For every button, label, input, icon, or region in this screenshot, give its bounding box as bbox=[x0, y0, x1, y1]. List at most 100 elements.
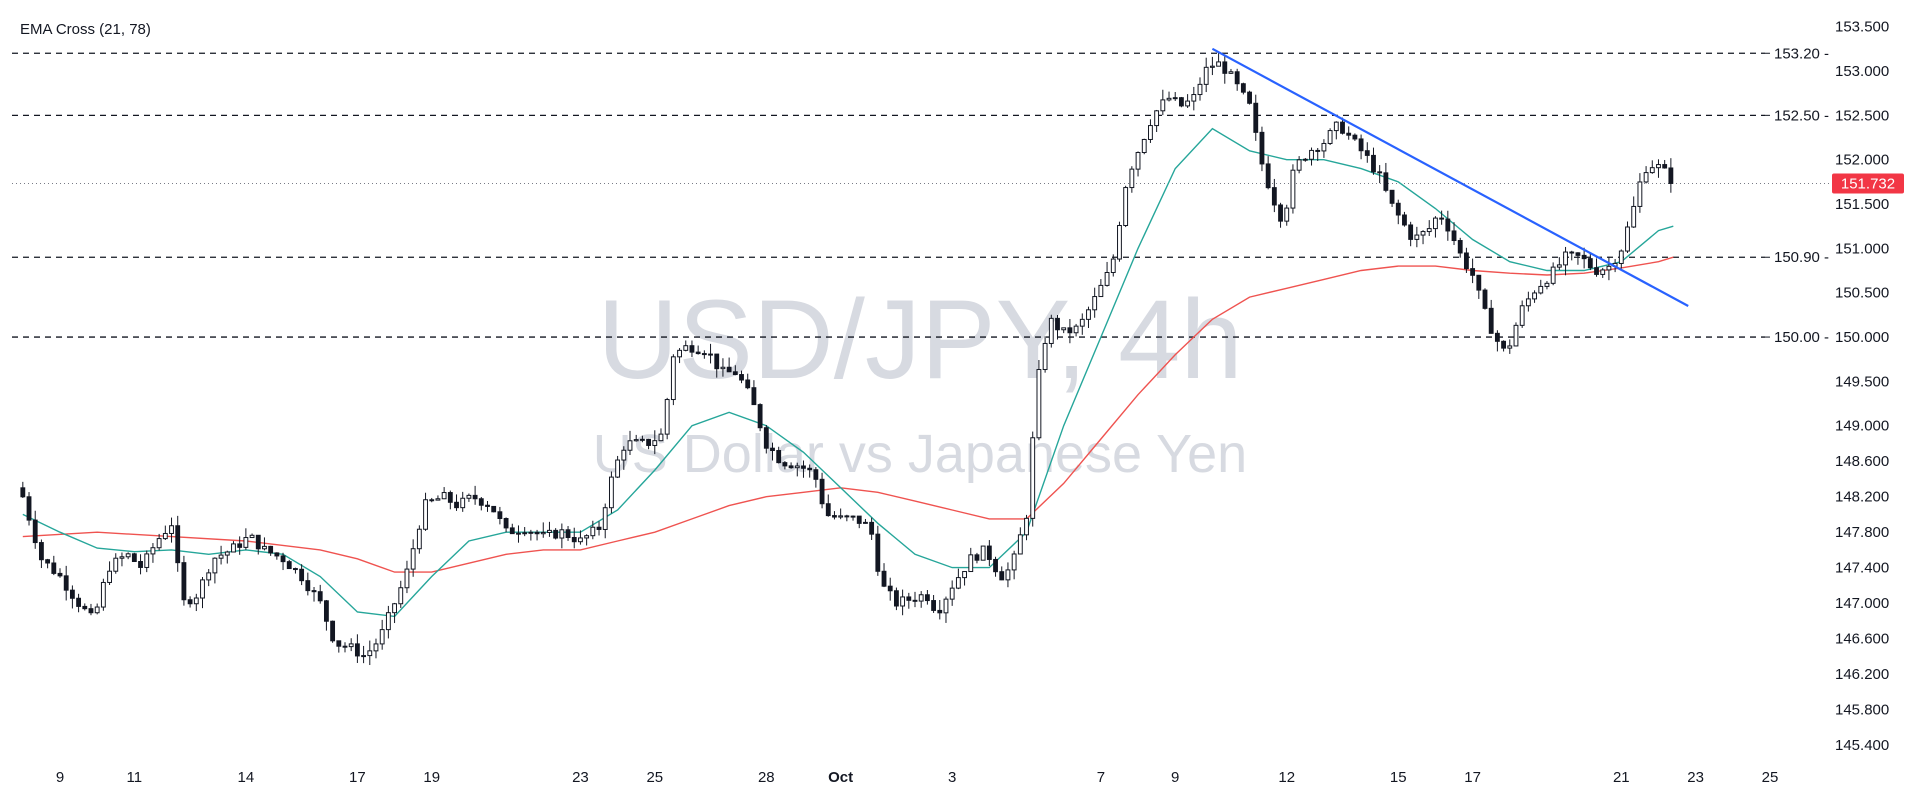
candle-body-up bbox=[373, 643, 379, 652]
candle bbox=[1433, 216, 1438, 238]
candle-body-up bbox=[1203, 66, 1209, 85]
candle bbox=[906, 592, 912, 609]
candle-body-down bbox=[739, 374, 744, 381]
candle-body-down bbox=[819, 478, 825, 505]
horizontal-levels: 153.20 - 152.50 - 150.90 - 150.00 - 151.732 bbox=[12, 45, 1904, 346]
candle-body-up bbox=[602, 507, 608, 530]
candle bbox=[1575, 252, 1581, 265]
candle-body-down bbox=[255, 534, 261, 550]
candle bbox=[435, 495, 441, 501]
candle bbox=[131, 552, 137, 563]
candle bbox=[522, 527, 528, 537]
candle bbox=[1501, 340, 1507, 352]
candle-body-down bbox=[763, 427, 769, 449]
candle bbox=[1197, 77, 1203, 101]
candle-body-up bbox=[1649, 167, 1655, 174]
candle-body-up bbox=[1073, 325, 1079, 334]
candle-body-up bbox=[1160, 99, 1166, 112]
candle bbox=[1234, 68, 1240, 91]
candle-body-up bbox=[949, 587, 955, 600]
candle-body-down bbox=[1222, 61, 1228, 74]
candle-body-up bbox=[1079, 318, 1085, 327]
time-axis[interactable]: 9 11 14 17 19 23 25 28 Oct 3 7 9 12 15 17 21 23 25 bbox=[56, 769, 1779, 786]
candle bbox=[1302, 158, 1308, 162]
candle-body-down bbox=[1457, 240, 1463, 254]
candle bbox=[1637, 173, 1643, 213]
y-tick-label: 147.800 bbox=[1835, 524, 1889, 541]
candle-body-down bbox=[32, 519, 38, 544]
candle-body-up bbox=[1110, 258, 1116, 274]
candle bbox=[788, 462, 794, 469]
candle-body-down bbox=[1581, 254, 1587, 260]
candle bbox=[1042, 336, 1048, 373]
candle-body-down bbox=[1371, 154, 1376, 173]
price-axis[interactable]: 153.500 153.000 152.500 152.000 151.500 151.0… bbox=[1835, 19, 1889, 754]
candle-body-down bbox=[732, 371, 738, 376]
candle-body-down bbox=[757, 404, 763, 429]
candle bbox=[1649, 160, 1655, 174]
candle bbox=[602, 503, 608, 539]
candle bbox=[1600, 267, 1606, 278]
candle bbox=[280, 552, 286, 571]
candle bbox=[838, 508, 844, 520]
candle-body-up bbox=[863, 521, 868, 524]
trendlines[interactable] bbox=[1211, 47, 1689, 307]
x-tick-label: Oct bbox=[828, 769, 853, 786]
candle-body-up bbox=[1563, 251, 1568, 266]
level-label: 150.90 - bbox=[1774, 249, 1829, 266]
candle bbox=[1544, 281, 1550, 290]
candle bbox=[801, 460, 806, 478]
trendline[interactable] bbox=[1211, 47, 1689, 307]
candle-body-down bbox=[45, 559, 51, 564]
candle bbox=[1073, 323, 1079, 337]
candle bbox=[76, 593, 82, 613]
candle-body-down bbox=[1476, 274, 1482, 291]
candle bbox=[1154, 109, 1160, 132]
candle-body-up bbox=[1017, 534, 1023, 555]
candle-body-down bbox=[131, 553, 137, 563]
y-tick-label: 148.600 bbox=[1835, 453, 1889, 470]
candle-body-down bbox=[354, 643, 360, 657]
candle-body-down bbox=[1451, 230, 1457, 242]
candle bbox=[1129, 166, 1135, 193]
candle-body-up bbox=[392, 603, 397, 614]
candle bbox=[193, 593, 199, 612]
candle bbox=[1470, 258, 1476, 284]
candle bbox=[1253, 94, 1259, 141]
candle-body-down bbox=[801, 465, 806, 469]
candle-body-down bbox=[1501, 340, 1507, 349]
candle-body-down bbox=[311, 590, 317, 593]
candle-body-up bbox=[1321, 142, 1327, 152]
candle-body-up bbox=[1061, 327, 1067, 331]
candle bbox=[57, 568, 63, 578]
candle bbox=[410, 539, 416, 577]
indicator-label[interactable]: EMA Cross (21, 78) bbox=[20, 21, 151, 38]
candle bbox=[1098, 279, 1104, 298]
candle bbox=[336, 640, 342, 653]
candle bbox=[1643, 166, 1649, 184]
candle bbox=[1476, 274, 1482, 299]
candle bbox=[162, 525, 168, 540]
candle-body-up bbox=[262, 545, 267, 550]
candle bbox=[286, 559, 292, 570]
candle-body-up bbox=[720, 366, 726, 370]
candle bbox=[82, 603, 88, 611]
candle-body-down bbox=[237, 543, 243, 548]
candle bbox=[1240, 82, 1246, 95]
candle bbox=[1290, 164, 1296, 214]
x-tick-label: 15 bbox=[1390, 769, 1407, 786]
candle-body-up bbox=[794, 465, 800, 469]
candle bbox=[503, 517, 509, 533]
candle-body-up bbox=[1092, 296, 1098, 311]
candle bbox=[937, 600, 943, 620]
candle bbox=[63, 565, 69, 601]
candle bbox=[1340, 117, 1345, 135]
candle-body-up bbox=[100, 581, 106, 608]
candle-body-down bbox=[299, 568, 305, 582]
y-tick-label: 145.800 bbox=[1835, 702, 1889, 719]
candle-body-down bbox=[1470, 268, 1476, 276]
candle-body-up bbox=[212, 557, 218, 574]
candle-body-down bbox=[844, 515, 850, 518]
